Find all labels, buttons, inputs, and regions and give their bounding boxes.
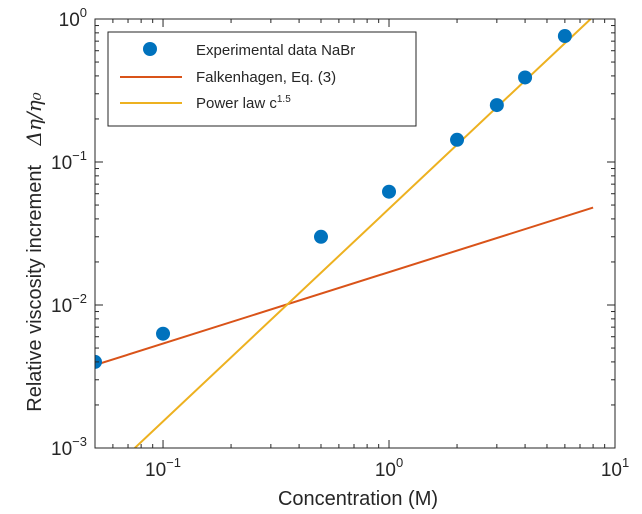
series-line-2 bbox=[134, 19, 592, 448]
data-point bbox=[156, 326, 171, 341]
x-tick-label: 101 bbox=[601, 455, 629, 481]
y-axis-title: Relative viscosity increment Δη/η₀ bbox=[22, 92, 46, 411]
x-tick-label: 10−1 bbox=[145, 455, 181, 481]
x-tick-label: 100 bbox=[375, 455, 403, 481]
y-axis-label: Relative viscosity increment bbox=[24, 165, 46, 412]
y-tick-label: 10−1 bbox=[51, 148, 87, 174]
series-line-1 bbox=[95, 206, 594, 367]
tick-labels: 10−1 100 101 10−3 10−2 10−1 100 bbox=[51, 5, 629, 481]
y-tick-label: 100 bbox=[59, 5, 87, 31]
data-point bbox=[489, 98, 504, 113]
data-point bbox=[313, 229, 328, 244]
legend-marker-experimental bbox=[143, 42, 157, 56]
plot-frame bbox=[94, 18, 616, 449]
data-point bbox=[557, 29, 572, 44]
x-axis-label: Concentration (M) bbox=[278, 488, 438, 510]
legend-label-power-law-exponent: 1.5 bbox=[277, 94, 291, 105]
legend: Experimental data NaBr Falkenhagen, Eq. … bbox=[107, 31, 417, 127]
legend-label-falkenhagen: Falkenhagen, Eq. (3) bbox=[196, 69, 336, 86]
y-axis-symbol: Δη/η₀ bbox=[22, 92, 46, 146]
svg-text:Power law c1.5: Power law c1.5 bbox=[196, 94, 291, 112]
data-point bbox=[450, 132, 465, 147]
data-point bbox=[518, 70, 533, 85]
y-tick-label: 10−3 bbox=[51, 434, 87, 460]
legend-label-experimental: Experimental data NaBr bbox=[196, 42, 355, 59]
y-tick-label: 10−2 bbox=[51, 291, 87, 317]
legend-box bbox=[107, 31, 417, 127]
ticks-layer bbox=[94, 18, 616, 449]
data-point bbox=[382, 184, 397, 199]
svg-text:Relative viscosity increment: Relative viscosity increment Δη/η₀ bbox=[22, 92, 46, 411]
legend-label-power-law: Power law c bbox=[196, 95, 277, 112]
